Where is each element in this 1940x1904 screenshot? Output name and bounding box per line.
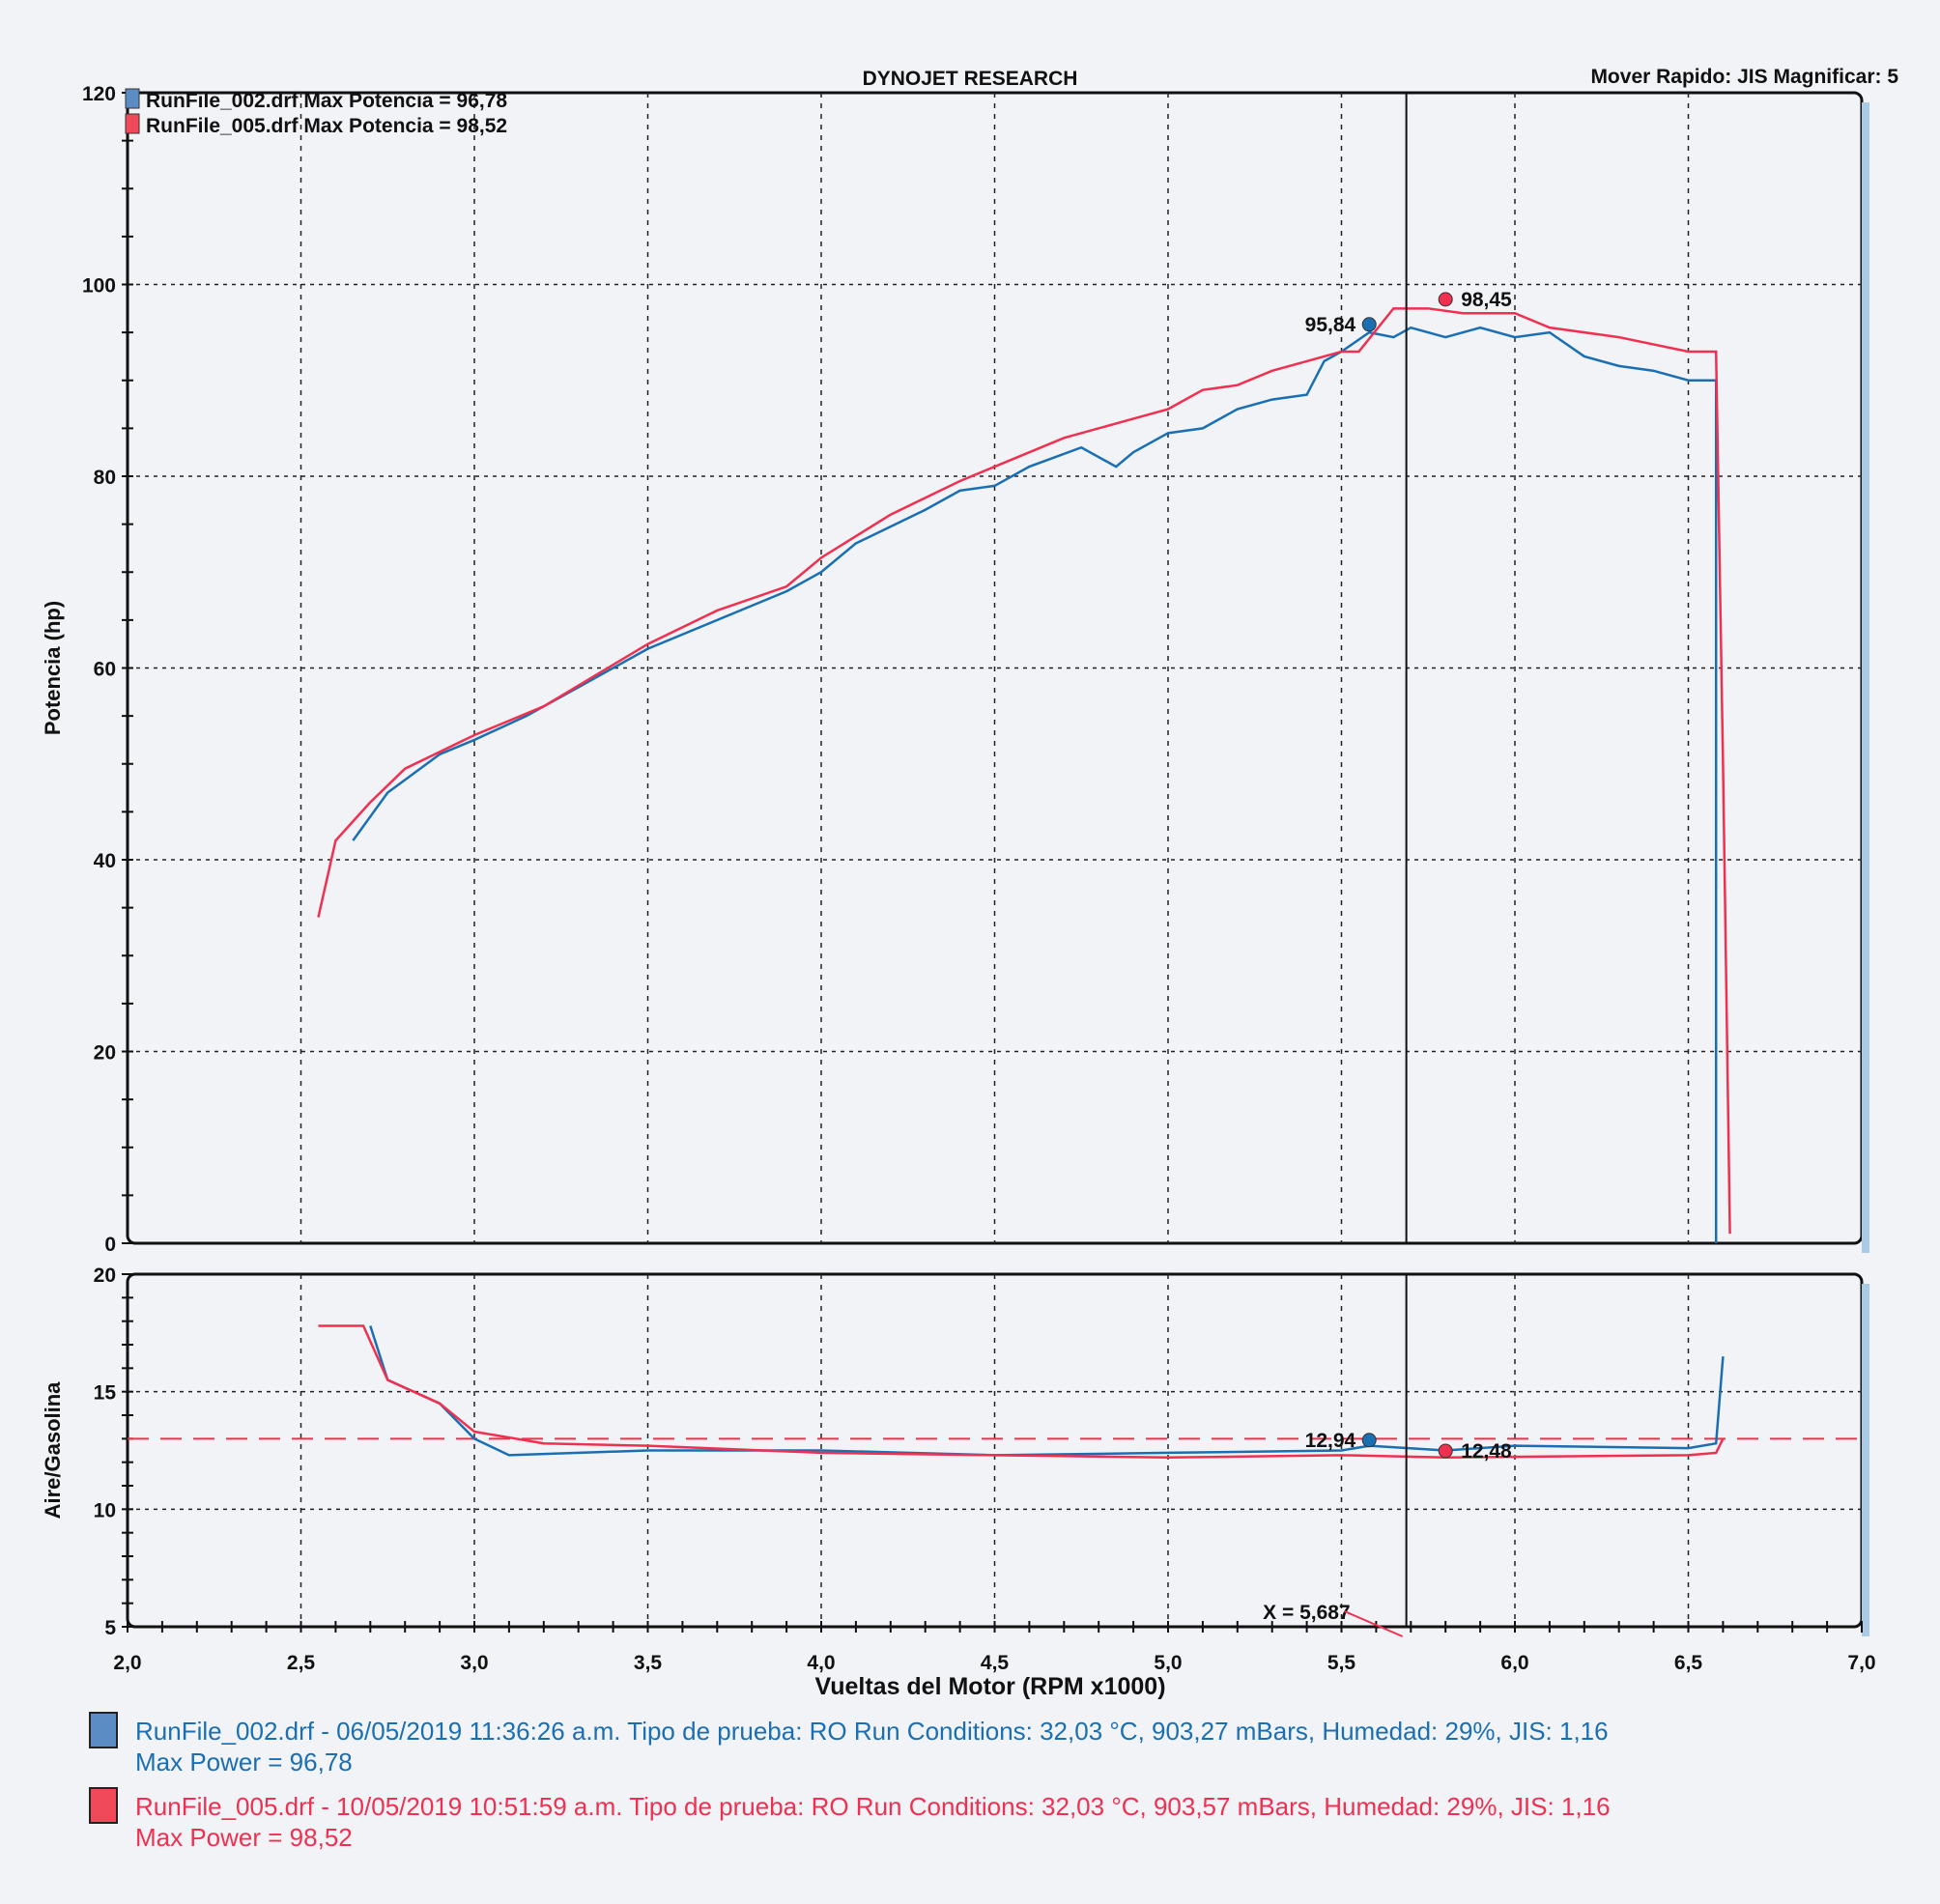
- x-tick-label: 2,0: [113, 1652, 141, 1674]
- marker-label: 98,45: [1461, 289, 1512, 311]
- run1-swatch: [89, 1712, 118, 1748]
- cursor-readout: X = 5,687: [1263, 1602, 1351, 1624]
- y-axis-label: Aire/Gasolina: [41, 1381, 65, 1520]
- y-axis-label: Potencia (hp): [41, 601, 65, 735]
- y-tick-label: 20: [94, 1042, 116, 1065]
- x-tick-label: 6,0: [1500, 1652, 1528, 1674]
- data-marker: [1361, 1433, 1377, 1448]
- run2-info: RunFile_005.drf - 10/05/2019 10:51:59 a.…: [135, 1791, 1611, 1853]
- data-marker: [1438, 292, 1453, 307]
- y-tick-label: 5: [104, 1617, 116, 1639]
- marker-label: 12,94: [1305, 1430, 1356, 1452]
- marker-label: 95,84: [1305, 314, 1356, 336]
- marker-label: 12,48: [1461, 1440, 1512, 1463]
- legend-entry: RunFile_005.drf Max Potencia = 98,52: [146, 115, 507, 137]
- series-line-RunFile_002.drf: [369, 1325, 1725, 1457]
- y-tick-label: 100: [82, 275, 116, 298]
- legend-swatch: [125, 113, 140, 134]
- legend-swatch: [125, 88, 140, 109]
- y-tick-label: 15: [94, 1382, 117, 1405]
- x-tick-label: 4,0: [807, 1652, 835, 1674]
- y-tick-label: 10: [94, 1499, 116, 1521]
- data-marker: [1361, 317, 1377, 332]
- frame-shadow-1: [1862, 1284, 1869, 1636]
- series-line-RunFile_005.drf: [317, 307, 1731, 1235]
- x-tick-label: 6,5: [1674, 1652, 1703, 1674]
- x-tick-label: 5,5: [1327, 1652, 1356, 1674]
- y-tick-label: 0: [104, 1234, 116, 1256]
- x-tick-label: 5,0: [1154, 1652, 1182, 1674]
- legend-entry: RunFile_002.drf Max Potencia = 96,78: [146, 90, 507, 112]
- x-tick-label: 2,5: [287, 1652, 316, 1674]
- y-tick-label: 20: [94, 1265, 116, 1287]
- mode-label: Mover Rapido: JIS Magnificar: 5: [1590, 66, 1898, 88]
- y-tick-label: 80: [94, 467, 116, 489]
- series-line-RunFile_002.drf: [352, 326, 1718, 1243]
- cursor-pointer: [1344, 1610, 1404, 1637]
- x-tick-label: 3,0: [460, 1652, 488, 1674]
- run1-conditions: RunFile_002.drf - 06/05/2019 11:36:26 a.…: [135, 1717, 1609, 1746]
- run1-info: RunFile_002.drf - 06/05/2019 11:36:26 a.…: [135, 1716, 1609, 1777]
- y-tick-label: 120: [82, 83, 116, 105]
- chart-title: DYNOJET RESEARCH: [863, 68, 1078, 90]
- run2-swatch: [89, 1787, 118, 1824]
- data-marker: [1438, 1443, 1453, 1459]
- run2-conditions: RunFile_005.drf - 10/05/2019 10:51:59 a.…: [135, 1792, 1611, 1821]
- x-tick-label: 3,5: [634, 1652, 663, 1674]
- series-line-RunFile_005.drf: [318, 1324, 1725, 1460]
- frame-shadow-0: [1862, 102, 1869, 1253]
- y-tick-label: 40: [94, 850, 116, 872]
- x-tick-label: 7,0: [1847, 1652, 1875, 1674]
- x-axis-label: Vueltas del Motor (RPM x1000): [814, 1673, 1165, 1700]
- run1-max-power: Max Power = 96,78: [135, 1748, 353, 1776]
- dyno-chart: DYNOJET RESEARCH Mover Rapido: JIS Magni…: [41, 66, 1898, 1700]
- run2-max-power: Max Power = 98,52: [135, 1823, 353, 1852]
- y-tick-label: 60: [94, 659, 116, 681]
- x-tick-label: 4,5: [981, 1652, 1010, 1674]
